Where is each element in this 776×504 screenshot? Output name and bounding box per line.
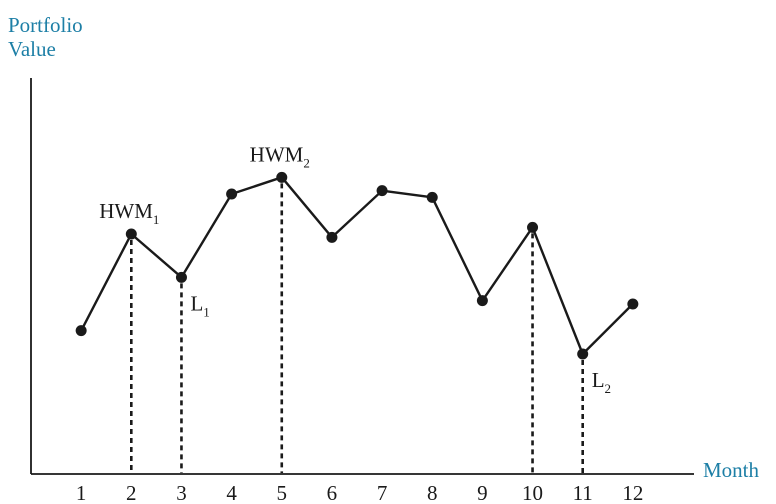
- annotation-subscript: 1: [203, 304, 210, 319]
- data-point: [577, 348, 589, 360]
- annotation-subscript: 2: [605, 381, 612, 396]
- x-tick-label: 10: [522, 481, 543, 504]
- x-tick-label: 7: [377, 481, 388, 504]
- x-tick-label: 8: [427, 481, 438, 504]
- annotation-base: L: [592, 368, 605, 392]
- x-tick-label: 5: [277, 481, 288, 504]
- y-axis-title-line2: Value: [8, 37, 56, 61]
- y-axis-title-line1: Portfolio: [8, 13, 83, 37]
- series-line: [80, 176, 634, 356]
- annotation-base: HWM: [250, 142, 304, 166]
- point-group: [75, 171, 639, 360]
- data-point: [476, 295, 488, 307]
- x-axis-title: Month: [703, 458, 760, 482]
- data-point: [226, 188, 238, 200]
- data-point: [75, 325, 87, 337]
- data-point: [175, 271, 187, 283]
- x-tick-label: 6: [327, 481, 338, 504]
- annotation-subscript: 2: [303, 155, 310, 170]
- data-point: [627, 298, 639, 310]
- x-tick-label: 12: [622, 481, 643, 504]
- data-point: [376, 185, 388, 197]
- annotation-label: L1: [190, 291, 209, 319]
- x-tick-label: 11: [573, 481, 593, 504]
- x-tick-label: 4: [226, 481, 237, 504]
- annotation-label: HWM1: [99, 199, 159, 227]
- annotation-base: HWM: [99, 199, 153, 223]
- x-tick-label: 2: [126, 481, 137, 504]
- x-tick-label: 1: [76, 481, 87, 504]
- data-point: [125, 228, 137, 240]
- annotation-label: HWM2: [250, 142, 310, 170]
- x-tick-label: 9: [477, 481, 488, 504]
- data-point: [326, 231, 338, 243]
- data-point: [527, 221, 539, 233]
- annotation-subscript: 1: [153, 212, 160, 227]
- annotation-label: L2: [592, 368, 611, 396]
- x-tick-label: 3: [176, 481, 187, 504]
- data-point: [426, 191, 438, 203]
- data-point: [276, 171, 288, 183]
- annotation-base: L: [190, 291, 203, 315]
- dropline-group: [130, 183, 584, 473]
- tick-label-group: 1 2 3 4 5 6 7 8 9 10 11 12: [76, 481, 643, 504]
